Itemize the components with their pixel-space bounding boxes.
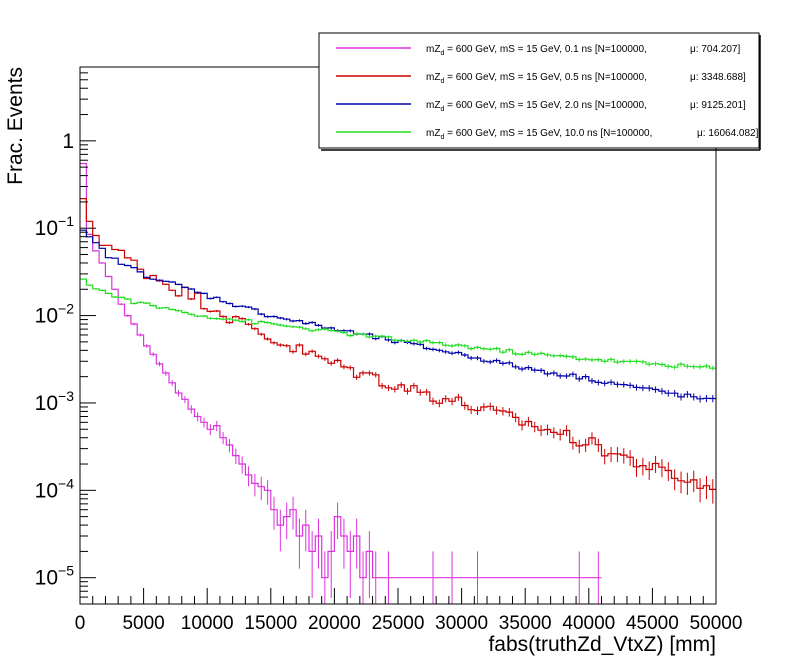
x-tick-label: 35000 [499,613,552,634]
y-axis: 10−5 10−4 10−3 10−2 10−1 1 [35,66,96,598]
series-10-0-ns [80,278,716,371]
legend-mean-label: μ: 9125.201] [690,100,746,111]
y-tick-label: 10−3 [35,388,75,415]
y-tick-label: 10−2 [35,301,75,328]
y-tick-label: 10−4 [35,475,75,502]
legend-box [318,32,760,149]
y-tick-label: 10−5 [35,563,75,590]
x-axis: 0 5000 10000 15000 20000 25000 30000 35000 40000… [75,588,743,634]
legend-mean-label: μ: 704.207] [690,44,740,55]
legend-mean-label: μ: 16064.082] [697,128,759,139]
x-tick-label: 50000 [690,613,743,634]
x-tick-label: 40000 [562,613,615,634]
x-tick-label: 45000 [626,613,679,634]
series-0-1-ns [80,162,602,604]
legend-label: mZd = 600 GeV, mS = 15 GeV, 0.5 ns [N=10… [426,72,647,85]
x-tick-label: 15000 [244,613,297,634]
legend-entries: mZd = 600 GeV, mS = 15 GeV, 0.1 ns [N=10… [336,44,759,141]
series-step-line [80,278,716,369]
legend: mZd = 600 GeV, mS = 15 GeV, 0.1 ns [N=10… [318,32,761,151]
x-tick-label: 30000 [435,613,488,634]
y-tick-label: 10−1 [35,213,75,240]
y-axis-title: Frac. Events [4,67,27,185]
legend-label: mZd = 600 GeV, mS = 15 GeV, 2.0 ns [N=10… [426,100,647,113]
legend-label: mZd = 600 GeV, mS = 15 GeV, 0.1 ns [N=10… [426,44,647,57]
series-layer [80,162,716,604]
x-tick-label: 0 [75,613,86,634]
legend-label: mZd = 600 GeV, mS = 15 GeV, 10.0 ns [N=1… [426,128,652,141]
series-2-0-ns [80,229,716,403]
x-tick-label: 5000 [122,613,164,634]
legend-mean-label: μ: 3348.688] [690,72,746,83]
x-axis-title: fabs(truthZd_VtxZ) [mm] [488,633,716,656]
y-tick-label: 1 [62,130,74,153]
x-tick-label: 25000 [372,613,425,634]
x-tick-label: 20000 [308,613,361,634]
x-tick-label: 10000 [181,613,234,634]
